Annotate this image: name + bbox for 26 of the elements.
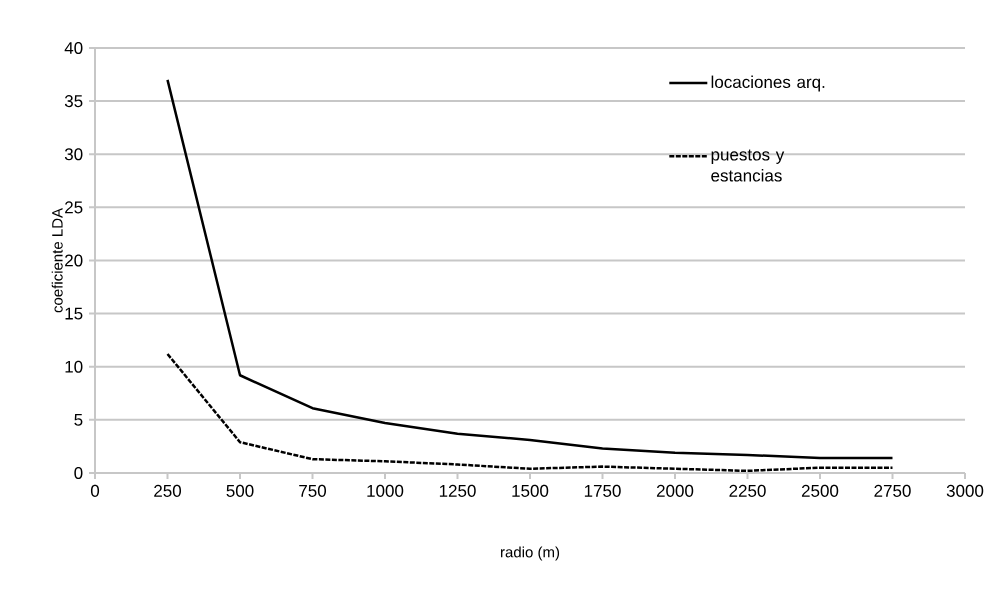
x-tick-label: 1750 [584, 484, 621, 497]
x-tick-label: 2500 [801, 484, 839, 497]
y-axis-title: coeficiente LDA [51, 208, 63, 313]
x-tick-label: 750 [299, 484, 327, 497]
x-tick-label: 2000 [656, 484, 694, 497]
x-tick-label: 2750 [874, 484, 911, 497]
y-tick-label: 30 [64, 148, 83, 161]
y-tick-label: 20 [65, 254, 83, 267]
x-tick-label: 3000 [946, 484, 984, 497]
x-axis-title: radio (m) [500, 546, 560, 561]
y-tick-label: 40 [64, 41, 83, 55]
x-tick-label: 0 [90, 484, 100, 497]
x-tick-label: 1500 [512, 484, 549, 497]
y-tick-label: 35 [64, 95, 83, 108]
x-tick-label: 500 [226, 484, 254, 497]
x-tick-label: 1000 [367, 484, 404, 497]
y-tick-label: 15 [65, 307, 83, 320]
x-tick-label: 2250 [729, 484, 766, 497]
y-tick-label: 10 [65, 360, 83, 373]
y-tick-label: 0 [74, 466, 83, 480]
x-tick-label: 1250 [439, 484, 476, 497]
x-tick-label: 250 [154, 484, 182, 497]
legend-label: locaciones arq. [711, 75, 825, 92]
y-tick-label: 5 [74, 413, 83, 426]
y-tick-label: 25 [65, 201, 83, 214]
legend-label: puestos y estancias [711, 149, 785, 182]
